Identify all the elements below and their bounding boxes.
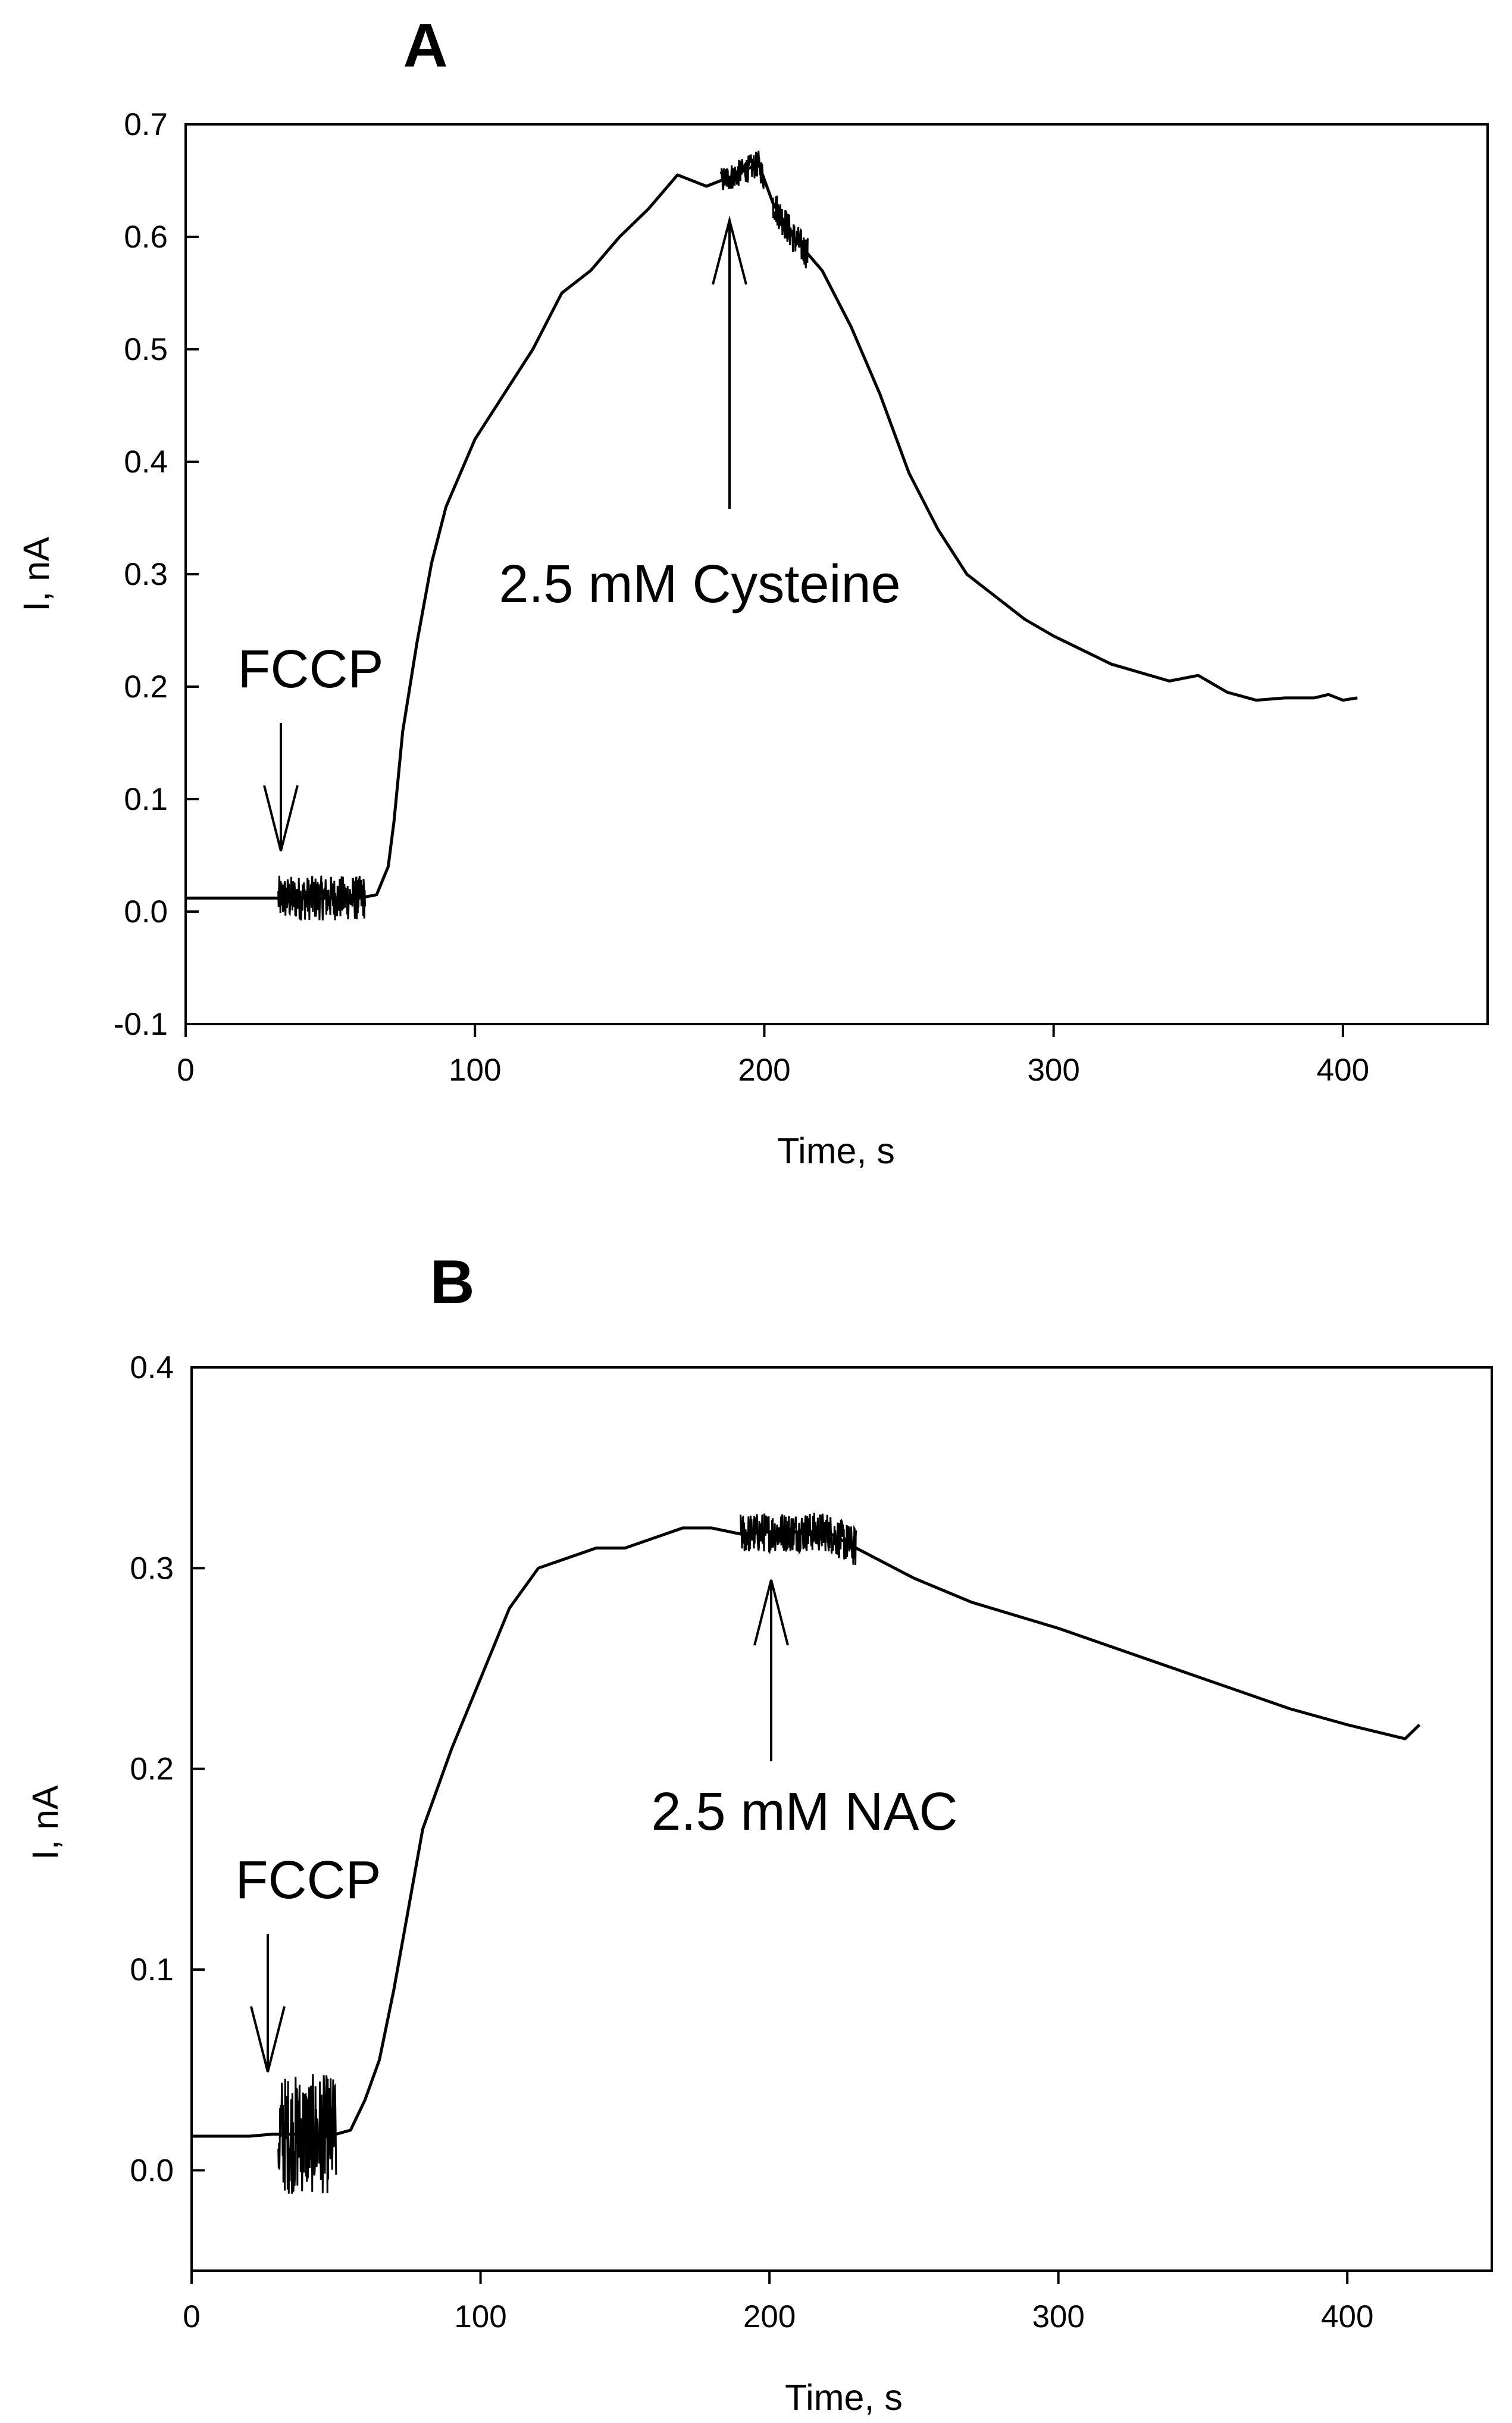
panel-b-nac-arrow [753, 1579, 789, 1761]
panel-b-ytick-label: 0.3 [130, 1551, 174, 1586]
panel-b: B 0.00.10.20.30.4 0 100 200 300 400 Time, s … [25, 1248, 1493, 2418]
panel-b-ytick-label: 0.0 [130, 2153, 174, 2188]
panel-b-noise-segment [277, 2074, 337, 2194]
panel-a-x-axis-title: Time, s [777, 1131, 895, 1171]
panel-a-letter: A [403, 11, 447, 80]
panel-b-x-axis-title: Time, s [785, 2377, 903, 2418]
panel-a-ytick-label: 0.0 [124, 894, 168, 929]
panel-b-yticks: 0.0 0.1 0.2 0.3 0.4 [130, 1350, 205, 2188]
panel-a: A -0.1 0.0 0.1 0.2 0.3 0.4 0.5 0.6 0.7 0 100 200 30… [16, 11, 1489, 1171]
panel-b-letter: B [430, 1248, 474, 1317]
panel-b-noise-segment [740, 1513, 857, 1566]
panel-a-noise-segment [277, 875, 366, 921]
panel-a-noise-segment [720, 151, 765, 190]
panel-b-nac-label: 2.5 mM NAC [651, 1782, 957, 1842]
panel-b-ytick-label: 0.2 [130, 1752, 174, 1787]
panel-a-yticks: -0.1 0.0 0.1 0.2 0.3 0.4 0.5 0.6 0.7 [114, 107, 199, 1042]
panel-a-xtick-label: 200 [738, 1053, 790, 1088]
panel-a-xtick-label: 400 [1317, 1053, 1369, 1088]
panel-b-xticks: 0 100 200 300 400 [183, 2271, 1373, 2334]
panel-b-xtick-label: 200 [743, 2299, 796, 2334]
panel-b-ytick-label: 0.1 [130, 1952, 174, 1987]
panel-b-xtick-label: 0 [183, 2299, 200, 2334]
panel-a-fccp-arrow [263, 723, 299, 852]
panel-a-noise-segment [772, 195, 809, 268]
panel-a-ytick-label: 0.1 [124, 782, 168, 817]
panel-a-ytick-label: 0.2 [124, 669, 168, 705]
panel-a-ytick-label: 0.5 [124, 332, 168, 367]
panel-a-xtick-label: 100 [449, 1053, 501, 1088]
panel-a-xticks: 0 100 200 300 400 [177, 1024, 1369, 1088]
panel-a-xtick-label: 0 [177, 1053, 194, 1088]
panel-b-xtick-label: 400 [1321, 2299, 1373, 2334]
panel-a-ytick-label: 0.6 [124, 220, 168, 255]
panel-b-xtick-label: 100 [454, 2299, 506, 2334]
panel-b-plot-frame [190, 1366, 1493, 2272]
panel-b-ytick-label: 0.4 [130, 1350, 174, 1385]
panel-a-data-line [186, 162, 1358, 900]
panel-a-ytick-label: 0.7 [124, 107, 168, 142]
panel-a-fccp-label: FCCP [238, 640, 384, 699]
panel-b-fccp-arrow [250, 1934, 286, 2073]
panel-a-cysteine-arrow [712, 215, 747, 509]
panel-a-ytick-label: -0.1 [114, 1007, 168, 1042]
panel-a-ytick-label: 0.4 [124, 444, 168, 480]
panel-a-noise [277, 151, 809, 921]
panel-a-cysteine-label: 2.5 mM Cysteine [499, 555, 900, 614]
panel-b-noise [277, 1513, 857, 2194]
panel-b-data-line [192, 1526, 1421, 2138]
panel-b-y-axis-title: I, nA [25, 1785, 65, 1860]
panel-a-xtick-label: 300 [1027, 1053, 1079, 1088]
panel-b-xtick-label: 300 [1032, 2299, 1084, 2334]
panel-b-fccp-label: FCCP [236, 1851, 381, 1910]
panel-a-ytick-label: 0.3 [124, 557, 168, 592]
panel-a-y-axis-title: I, nA [16, 537, 57, 612]
